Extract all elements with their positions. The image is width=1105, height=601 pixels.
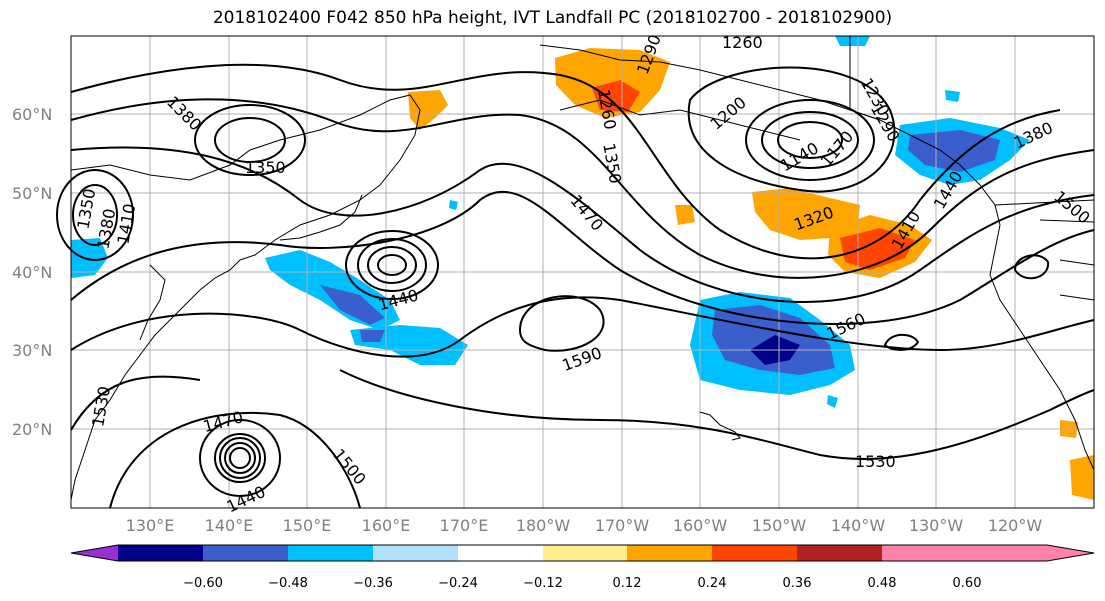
colorbar-ticks: −0.60 −0.48 −0.36 −0.24 −0.12 0.12 0.24 … xyxy=(183,576,981,591)
lon-label: 150°W xyxy=(752,516,807,535)
lon-label: 170°W xyxy=(595,516,650,535)
height-contours xyxy=(56,63,1095,509)
ivt-negative-region xyxy=(449,200,458,210)
colorbar-tick-label: 0.36 xyxy=(783,576,812,591)
lat-label-60n: 60°N xyxy=(12,105,52,124)
lat-label-20n: 20°N xyxy=(12,420,52,439)
coastlines xyxy=(70,36,1095,501)
ivt-negative-region xyxy=(827,395,838,408)
ivt-shading xyxy=(71,36,1094,500)
colorbar-segment-3 xyxy=(288,545,373,561)
lat-label-50n: 50°N xyxy=(12,184,52,203)
colorbar-tick-label: −0.12 xyxy=(523,576,563,591)
ivt-negative-region xyxy=(320,285,385,325)
contour-low-alaska xyxy=(745,99,875,181)
lon-label: 140°W xyxy=(831,516,886,535)
colorbar-segment-6 xyxy=(543,545,627,561)
colorbar-segment-11 xyxy=(967,545,1094,561)
colorbar-tick-label: −0.36 xyxy=(353,576,393,591)
colorbar-segment-4 xyxy=(373,545,458,561)
ivt-positive-region xyxy=(592,80,640,112)
lon-label: 150°E xyxy=(283,516,332,535)
contour-label: 1350 xyxy=(245,158,286,177)
lon-label: 130°E xyxy=(126,516,175,535)
colorbar-segment-7 xyxy=(627,545,712,561)
ivt-positive-region xyxy=(840,228,915,270)
ivt-positive-region xyxy=(1070,455,1094,500)
lon-label: 160°E xyxy=(362,516,411,535)
map-frame xyxy=(70,35,1095,509)
ivt-positive-region xyxy=(675,205,695,225)
colorbar-segment-2 xyxy=(203,545,288,561)
colorbar-outline xyxy=(70,544,1095,562)
lon-label: 130°W xyxy=(909,516,964,535)
colorbar-segment-0 xyxy=(71,545,118,561)
lat-label-40n: 40°N xyxy=(12,263,52,282)
colorbar-segment-10 xyxy=(882,545,967,561)
contour-label: 1260 xyxy=(722,33,763,52)
lon-label: 120°W xyxy=(988,516,1043,535)
colorbar-segment-8 xyxy=(712,545,797,561)
colorbar-segment-9 xyxy=(797,545,882,561)
latitude-labels: 60°N 50°N 40°N 30°N 20°N xyxy=(12,105,52,439)
lon-label: 180°W xyxy=(516,516,571,535)
colorbar-tick-label: −0.60 xyxy=(183,576,223,591)
colorbar-segment-5 xyxy=(458,545,543,561)
ivt-negative-region xyxy=(835,36,870,46)
lon-label: 140°E xyxy=(205,516,254,535)
longitude-labels: 130°E 140°E 150°E 160°E 170°E 180°W 170°… xyxy=(126,516,1043,535)
lat-label-30n: 30°N xyxy=(12,341,52,360)
contour-low-alaska xyxy=(761,111,859,169)
colorbar-tick-label: −0.24 xyxy=(438,576,478,591)
ivt-negative-region xyxy=(71,238,108,278)
lon-label: 160°W xyxy=(673,516,728,535)
colorbar-tick-label: 0.60 xyxy=(953,576,982,591)
lon-label: 170°E xyxy=(440,516,489,535)
ivt-negative-region xyxy=(908,130,1000,172)
colorbar-tick-label: −0.48 xyxy=(268,576,308,591)
ivt-negative-region xyxy=(360,330,385,342)
colorbar: −0.60 −0.48 −0.36 −0.24 −0.12 0.12 0.24 … xyxy=(70,544,1095,591)
colorbar-tick-label: 0.12 xyxy=(613,576,642,591)
colorbar-segment-1 xyxy=(118,545,203,561)
map-title: 2018102400 F042 850 hPa height, IVT Land… xyxy=(212,8,893,28)
ivt-negative-region xyxy=(945,90,960,102)
contour-label: 1530 xyxy=(855,452,896,471)
contour-low-alaska xyxy=(777,121,843,159)
colorbar-tick-label: 0.24 xyxy=(698,576,727,591)
colorbar-tick-label: 0.48 xyxy=(868,576,897,591)
